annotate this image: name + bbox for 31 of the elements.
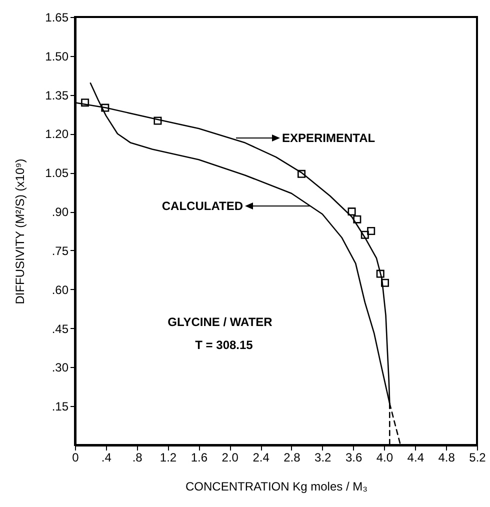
y-tick-label: .75 (52, 244, 69, 258)
y-tick-label: 1.50 (45, 49, 69, 64)
x-tick-label: 3.6 (345, 450, 362, 464)
x-tick-label: 2.8 (284, 450, 301, 464)
x-tick-label: 2.4 (252, 450, 270, 464)
y-tick-label: 1.05 (45, 166, 69, 180)
x-tick-label: 0 (72, 450, 80, 464)
x-tick-label: 2.0 (222, 450, 239, 464)
y-tick-label: .30 (52, 360, 69, 375)
y-tick-label: 1.20 (45, 127, 69, 142)
y-tick-label: 1.65 (45, 10, 69, 24)
x-tick-label: 5.2 (469, 450, 486, 464)
x-tick-label: 4.0 (376, 450, 394, 464)
y-axis-title: DIFFUSIVITY (M²/S) (x10⁹) (13, 158, 28, 304)
y-tick-label: .15 (52, 400, 69, 414)
x-tick-label: 4.8 (438, 450, 456, 464)
annotation: GLYCINE / WATER (168, 315, 273, 329)
annotation: T = 308.15 (195, 338, 254, 352)
x-tick-label: 4.4 (407, 450, 424, 464)
y-tick-label: .90 (52, 205, 69, 220)
x-tick-label: .8 (132, 450, 143, 464)
annotation: CALCULATED (162, 199, 244, 213)
x-axis-title: CONCENTRATION Kg moles / M₃ (185, 480, 368, 494)
y-tick-label: .45 (52, 322, 69, 336)
x-tick-label: .4 (101, 450, 112, 464)
x-tick-label: 3.2 (314, 450, 332, 464)
y-tick-label: 1.35 (45, 88, 69, 102)
x-tick-label: 1.6 (190, 450, 208, 464)
y-tick-label: .60 (52, 282, 69, 297)
annotation: EXPERIMENTAL (282, 131, 376, 145)
x-tick-label: 1.2 (160, 450, 177, 464)
